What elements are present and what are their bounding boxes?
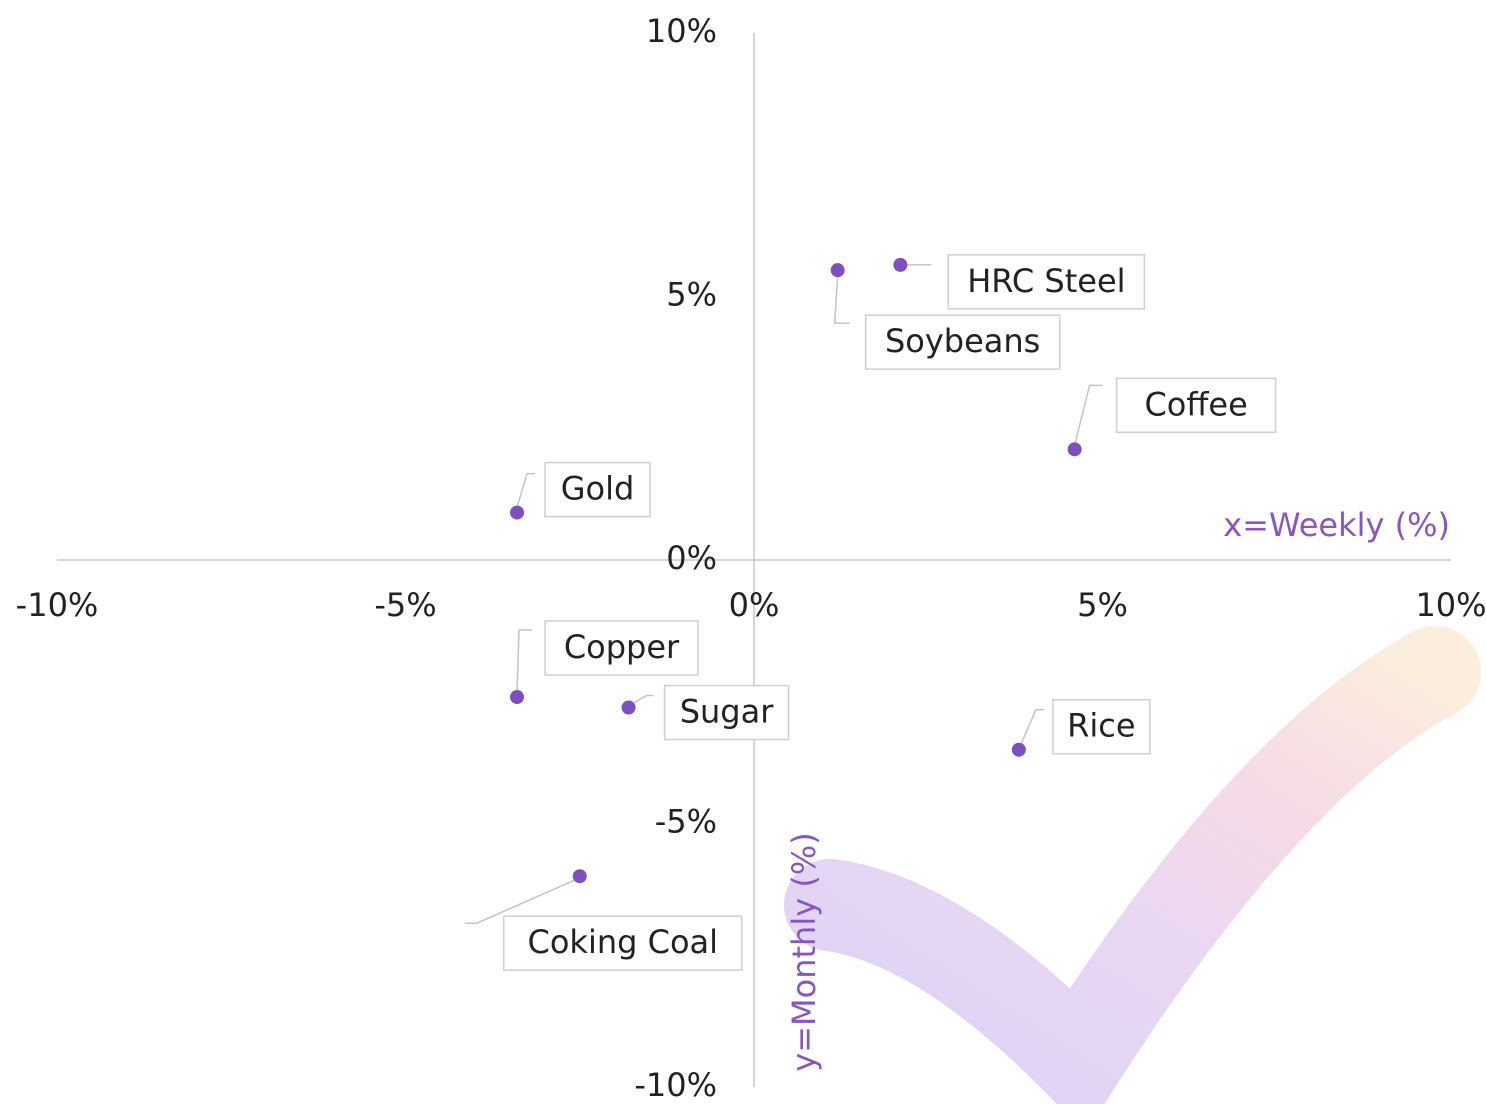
point-label: Copper <box>564 628 680 666</box>
point <box>572 869 587 884</box>
label-box <box>947 254 1146 310</box>
leader-line <box>1073 384 1103 446</box>
label-box <box>503 915 743 971</box>
point-label: Soybeans <box>885 322 1040 360</box>
x-tick-label: 0% <box>729 586 780 624</box>
point <box>893 257 908 272</box>
label-box <box>544 620 699 676</box>
point <box>1011 742 1026 757</box>
point <box>510 505 525 520</box>
label-box <box>864 314 1061 370</box>
label-box <box>1052 698 1151 755</box>
y-tick-label: 10% <box>646 12 717 50</box>
point <box>1067 442 1082 457</box>
x-tick-label: 5% <box>1077 586 1128 624</box>
y-tick-label: -5% <box>655 803 717 841</box>
label-box <box>1115 377 1277 434</box>
point-label: Rice <box>1067 707 1135 745</box>
x-axis-title: x=Weekly (%) <box>1223 506 1450 544</box>
leader-line <box>516 472 536 508</box>
x-tick-label: 10% <box>1415 586 1486 624</box>
point <box>621 700 636 715</box>
decorative-check <box>784 626 1481 1104</box>
y-tick-label: -10% <box>634 1066 717 1104</box>
point-label: Sugar <box>680 693 775 731</box>
y-tick-label: 5% <box>666 276 717 314</box>
label-box <box>663 684 790 741</box>
point-label: Gold <box>561 470 635 508</box>
y-axis-title: y=Monthly (%) <box>785 832 823 1071</box>
point-label: Coking Coal <box>527 923 718 961</box>
point <box>510 690 525 705</box>
leader-line <box>1020 708 1044 746</box>
point-label: Coffee <box>1144 385 1247 423</box>
leader-line <box>516 629 533 693</box>
y-tick-label: 0% <box>666 539 717 577</box>
point <box>830 263 845 278</box>
leader-line <box>632 694 654 705</box>
x-tick-label: -10% <box>16 586 99 624</box>
label-box <box>544 461 651 518</box>
x-tick-label: -5% <box>374 586 436 624</box>
point-label: HRC Steel <box>967 262 1125 300</box>
leader-line <box>833 276 850 324</box>
leader-line <box>464 878 578 924</box>
